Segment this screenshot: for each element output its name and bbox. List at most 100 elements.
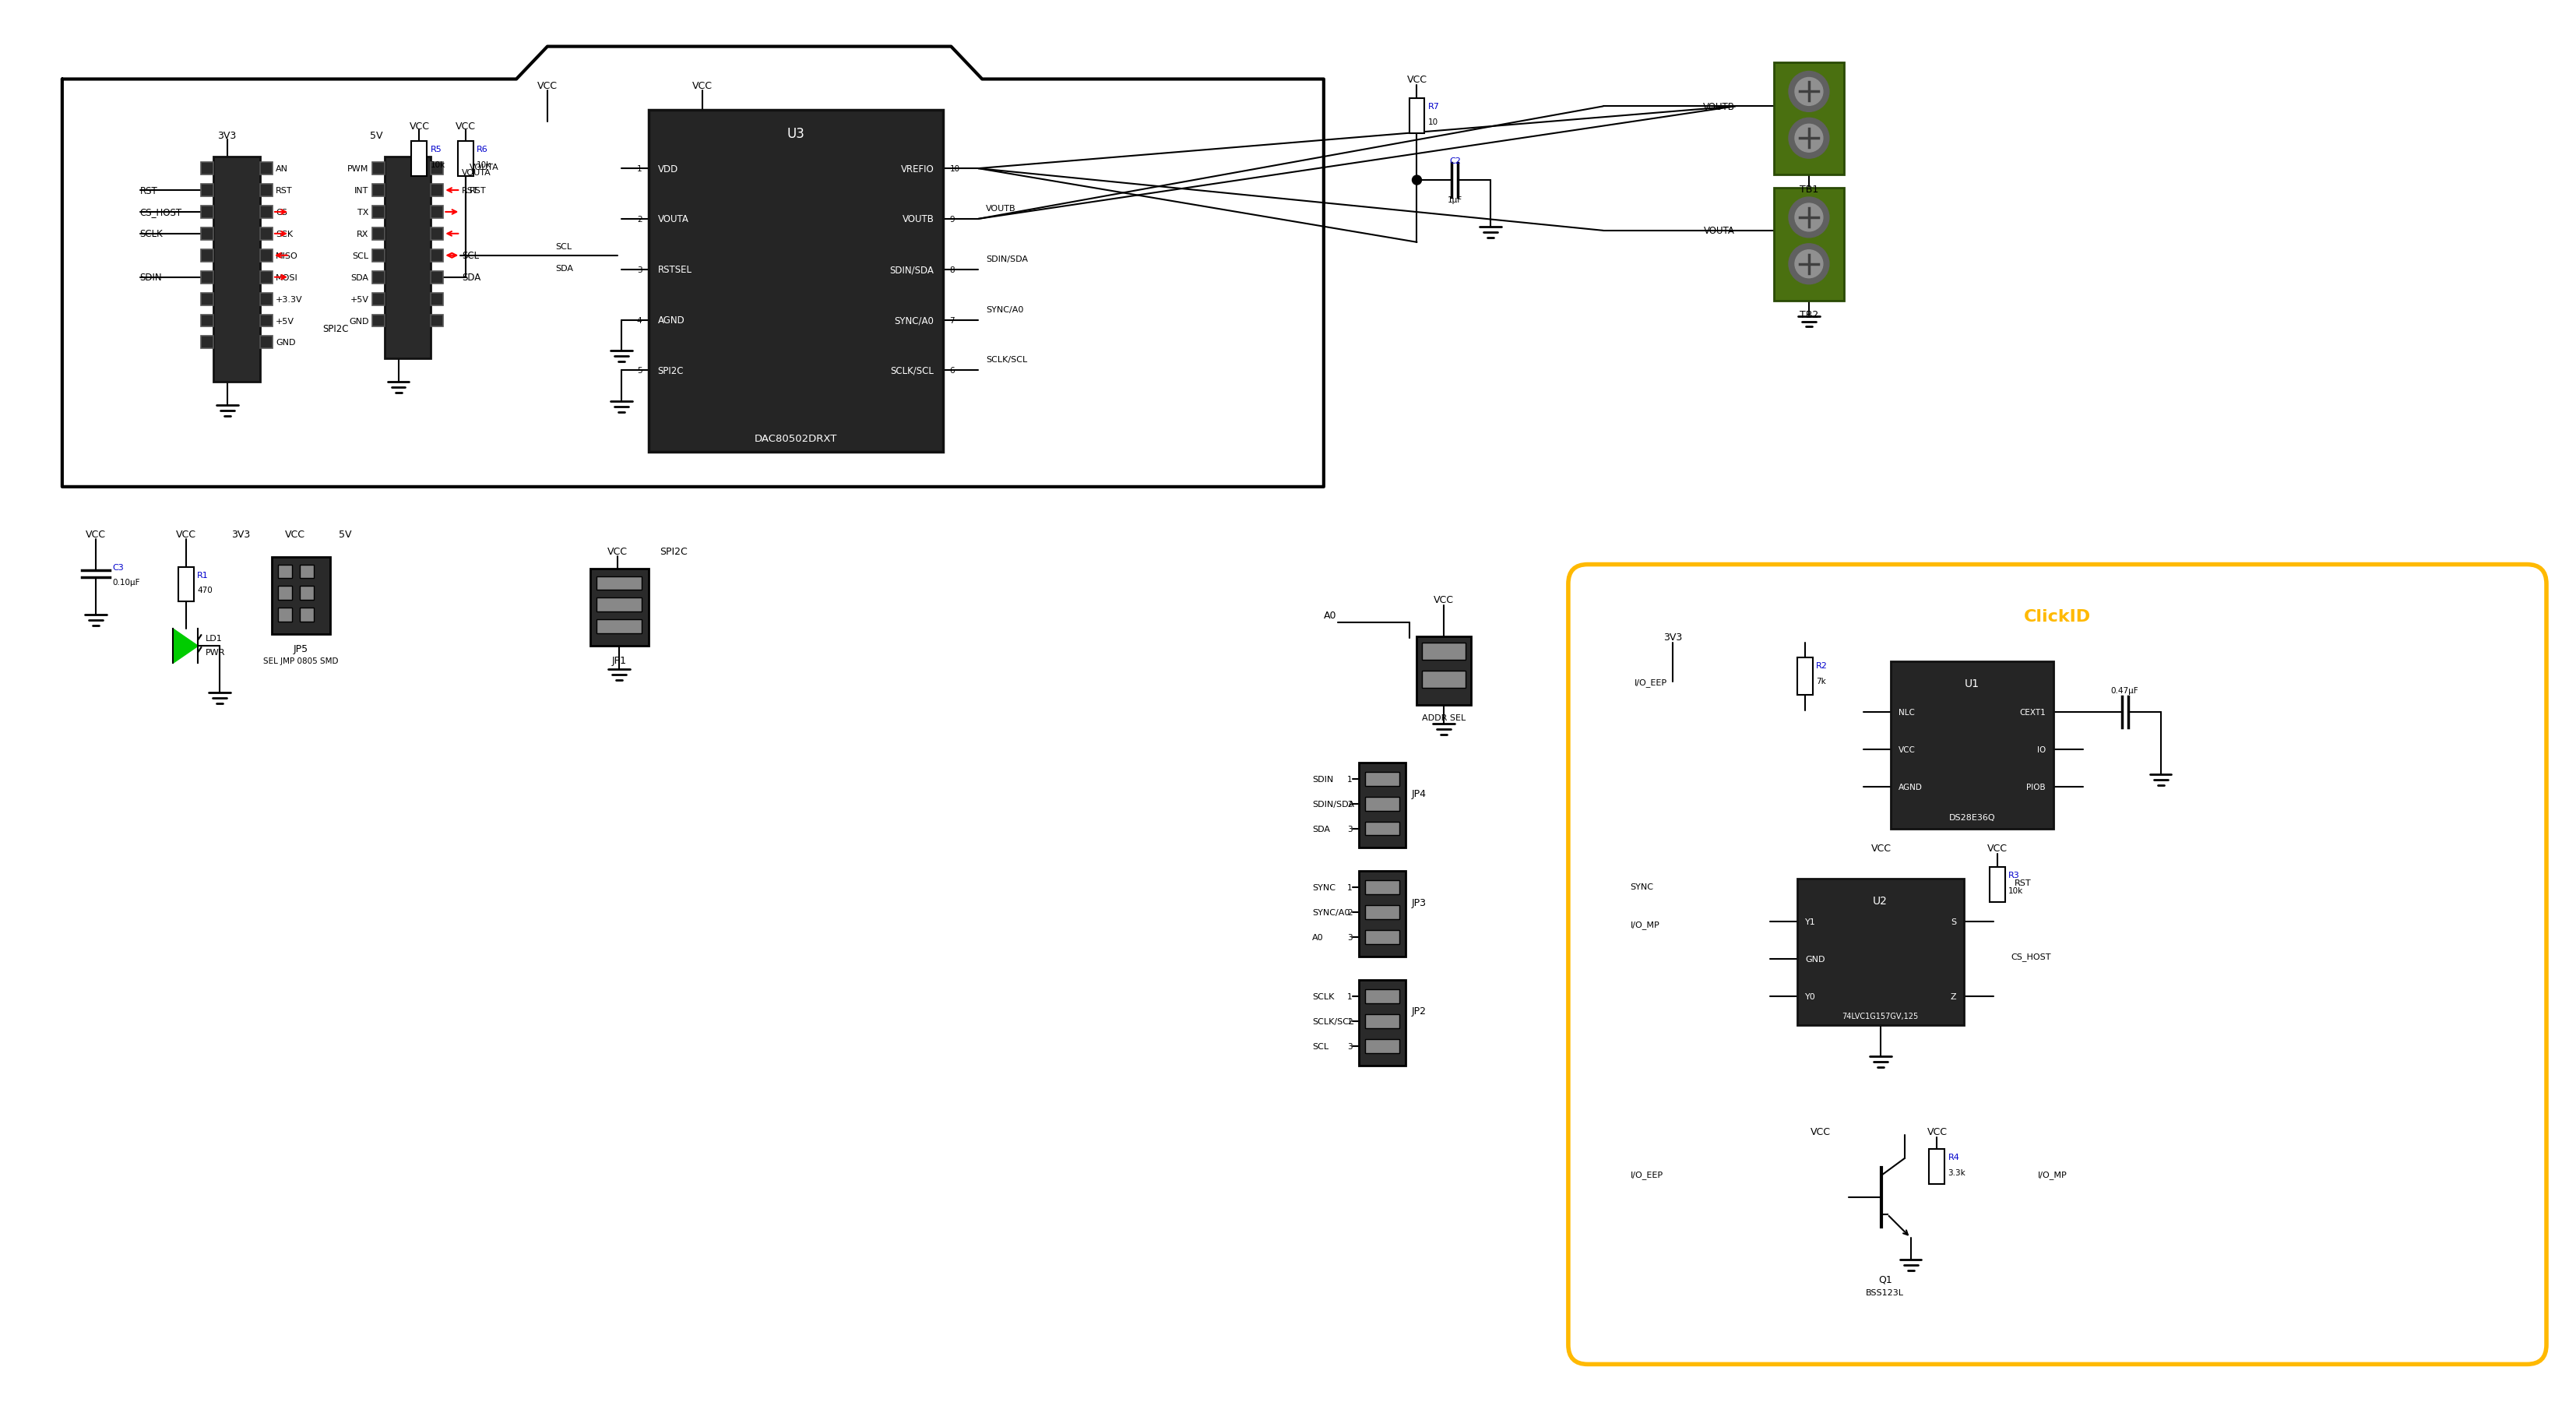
Bar [201,250,214,262]
Text: AGND: AGND [657,315,685,325]
Text: R6: R6 [477,146,489,153]
Text: VCC: VCC [286,530,304,540]
Text: 8: 8 [951,266,956,274]
Text: 5: 5 [636,367,641,375]
Bar [278,586,291,600]
Bar [371,294,384,305]
Text: A0: A0 [1324,610,1337,620]
Bar [1422,643,1466,661]
Text: VOUTB: VOUTB [902,215,935,225]
Text: +3.3V: +3.3V [276,295,301,304]
Bar [1365,1039,1399,1053]
Text: Q1: Q1 [1878,1274,1891,1284]
Text: R7: R7 [1427,103,1440,111]
Bar [260,207,273,219]
Bar [371,207,384,219]
Circle shape [1795,250,1824,278]
Bar [260,163,273,176]
Text: AGND: AGND [1899,783,1922,790]
Text: 7k: 7k [1816,678,1826,685]
Bar [260,315,273,328]
Text: JP1: JP1 [611,655,626,665]
Text: +5V: +5V [276,318,294,325]
Text: VCC: VCC [538,82,556,91]
Bar [1775,63,1844,176]
Text: VDD: VDD [657,165,677,174]
Text: VCC: VCC [85,530,106,540]
Bar [299,609,314,623]
Text: CEXT1: CEXT1 [2020,709,2045,716]
Bar [1365,1014,1399,1028]
Text: VCC: VCC [410,121,430,131]
Text: VOUTB: VOUTB [1703,101,1736,112]
Bar [430,294,443,305]
Bar [430,228,443,240]
Text: JP4: JP4 [1412,789,1427,799]
Bar [371,315,384,328]
Text: 5V: 5V [340,530,353,540]
Bar [260,336,273,349]
Text: CS_HOST: CS_HOST [2012,952,2050,962]
Text: SEL JMP 0805 SMD: SEL JMP 0805 SMD [263,657,337,665]
Text: CS_HOST: CS_HOST [139,208,183,218]
Bar [201,315,214,328]
Bar [371,163,384,176]
Bar [595,598,641,612]
Text: 1: 1 [1347,993,1352,1000]
Text: 470: 470 [198,586,214,595]
Circle shape [1795,125,1824,153]
Text: VREFIO: VREFIO [902,165,935,174]
Bar [1365,931,1399,945]
Text: SPI2C: SPI2C [659,547,688,557]
Text: 10k: 10k [2009,887,2022,894]
Circle shape [1788,118,1829,159]
Bar [1417,637,1471,706]
Bar [371,228,384,240]
Text: GND: GND [1806,955,1824,963]
Bar [201,294,214,305]
Bar [1798,879,1963,1025]
Text: SCK: SCK [276,231,294,238]
Text: 3: 3 [1347,825,1352,832]
Text: SCLK/SCL: SCLK/SCL [1311,1018,1352,1025]
Circle shape [1795,204,1824,232]
Bar [1775,188,1844,301]
Bar [1365,880,1399,894]
Bar [1365,797,1399,811]
Text: RX: RX [358,231,368,238]
Bar [260,184,273,197]
Text: 74LVC1G157GV,125: 74LVC1G157GV,125 [1842,1012,1919,1019]
Text: 10: 10 [951,165,961,173]
Polygon shape [173,630,198,664]
Text: 2: 2 [1347,908,1352,917]
Text: PWR: PWR [206,648,227,657]
Bar [430,250,443,262]
Text: I/O_MP: I/O_MP [2038,1170,2069,1178]
Text: I/O_MP: I/O_MP [1631,920,1659,928]
Text: SDIN/SDA: SDIN/SDA [987,254,1028,263]
Text: SYNC/A0: SYNC/A0 [987,305,1023,314]
Text: ClickID: ClickID [2025,609,2092,624]
Text: DS28E36Q: DS28E36Q [1947,813,1996,821]
Text: VOUTB: VOUTB [987,205,1015,212]
Bar [1365,905,1399,920]
Circle shape [1788,198,1829,238]
Bar [278,609,291,623]
Text: SPI2C: SPI2C [322,323,348,335]
Text: SDA: SDA [350,274,368,281]
Bar [1358,763,1406,848]
Bar [384,157,430,359]
Text: VCC: VCC [1811,1126,1832,1136]
Text: U2: U2 [1873,896,1888,907]
Bar [260,250,273,262]
Bar [412,142,428,177]
Bar [371,271,384,284]
Circle shape [1412,176,1422,186]
Text: S: S [1950,918,1955,925]
Text: 10k: 10k [430,162,446,169]
Text: SCL: SCL [556,243,572,250]
Bar [1365,821,1399,835]
Text: VOUTA: VOUTA [469,163,500,172]
Text: R2: R2 [1816,662,1826,669]
Bar [371,184,384,197]
